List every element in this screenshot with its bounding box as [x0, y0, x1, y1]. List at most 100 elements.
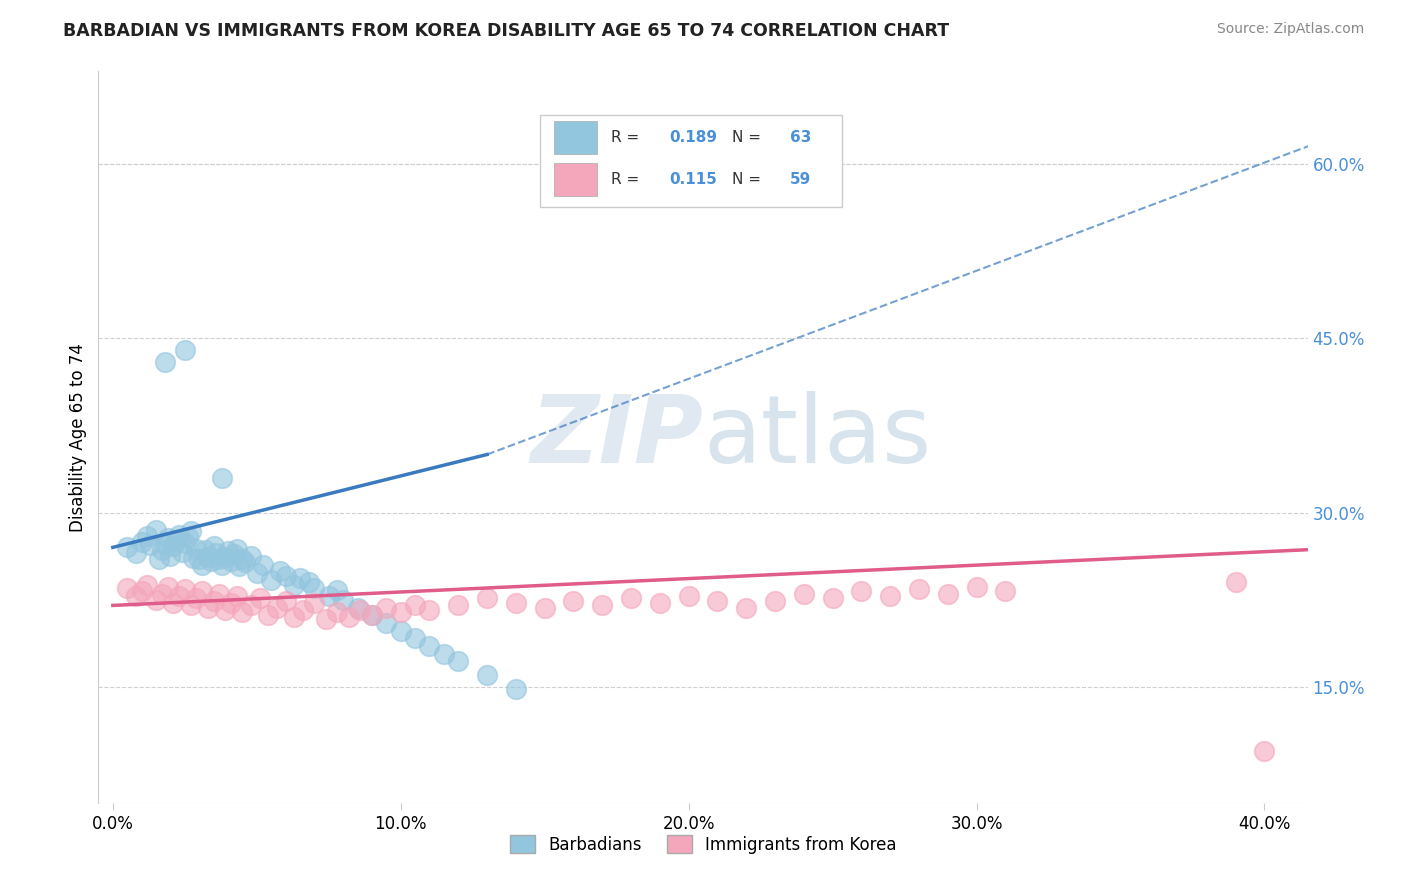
- Point: [793, 587, 815, 601]
- Text: 59: 59: [790, 172, 811, 186]
- Point: [208, 552, 231, 566]
- Text: N =: N =: [733, 129, 766, 145]
- Point: [202, 539, 225, 553]
- Point: [648, 596, 671, 610]
- Point: [214, 603, 236, 617]
- Point: [879, 589, 901, 603]
- Point: [274, 594, 297, 608]
- Point: [326, 606, 349, 620]
- Legend: Barbadians, Immigrants from Korea: Barbadians, Immigrants from Korea: [503, 829, 903, 860]
- Point: [197, 549, 219, 564]
- Point: [231, 552, 253, 566]
- Point: [418, 639, 440, 653]
- FancyBboxPatch shape: [540, 115, 842, 207]
- FancyBboxPatch shape: [554, 163, 596, 195]
- Point: [418, 603, 440, 617]
- Point: [475, 591, 498, 606]
- Point: [337, 610, 360, 624]
- Point: [167, 589, 190, 603]
- Point: [283, 610, 305, 624]
- Point: [211, 471, 233, 485]
- Point: [375, 600, 398, 615]
- Point: [150, 587, 173, 601]
- Point: [318, 589, 340, 603]
- Point: [1225, 575, 1247, 590]
- Point: [966, 580, 988, 594]
- Point: [994, 584, 1017, 599]
- Point: [304, 581, 326, 595]
- Point: [620, 591, 643, 606]
- Point: [208, 587, 231, 601]
- Point: [222, 547, 245, 561]
- Point: [145, 592, 167, 607]
- Point: [173, 343, 195, 357]
- Point: [225, 589, 247, 603]
- Text: R =: R =: [612, 172, 644, 186]
- Point: [326, 583, 349, 598]
- Point: [139, 538, 162, 552]
- Point: [153, 354, 176, 368]
- Point: [851, 584, 873, 599]
- Point: [214, 549, 236, 564]
- Point: [202, 594, 225, 608]
- Point: [283, 577, 305, 591]
- Point: [156, 580, 179, 594]
- Point: [304, 596, 326, 610]
- Point: [156, 531, 179, 545]
- Point: [505, 681, 527, 696]
- Point: [153, 537, 176, 551]
- Text: Source: ZipAtlas.com: Source: ZipAtlas.com: [1216, 22, 1364, 37]
- Point: [186, 591, 208, 606]
- Point: [217, 544, 239, 558]
- Point: [763, 594, 786, 608]
- Point: [260, 573, 283, 587]
- Point: [447, 654, 470, 668]
- Point: [183, 550, 205, 565]
- Point: [162, 539, 184, 553]
- Point: [136, 529, 159, 543]
- Point: [150, 542, 173, 557]
- Point: [125, 589, 148, 603]
- Point: [145, 523, 167, 537]
- Point: [167, 527, 190, 541]
- Point: [332, 592, 354, 607]
- Point: [1253, 743, 1275, 757]
- Point: [404, 599, 426, 613]
- Point: [475, 668, 498, 682]
- Text: 0.189: 0.189: [669, 129, 717, 145]
- Point: [291, 603, 314, 617]
- Text: R =: R =: [612, 129, 644, 145]
- Point: [821, 591, 844, 606]
- Point: [131, 584, 153, 599]
- Point: [191, 584, 214, 599]
- Point: [389, 606, 412, 620]
- Point: [131, 534, 153, 549]
- Point: [252, 558, 274, 572]
- Point: [257, 607, 280, 622]
- Point: [533, 600, 555, 615]
- Point: [165, 533, 187, 548]
- Point: [361, 607, 384, 622]
- Point: [148, 552, 170, 566]
- Point: [191, 558, 214, 572]
- Point: [433, 647, 456, 661]
- Point: [361, 607, 384, 622]
- Point: [228, 558, 250, 573]
- Point: [249, 591, 271, 606]
- Point: [125, 546, 148, 560]
- Point: [173, 582, 195, 597]
- Point: [936, 587, 959, 601]
- Text: ZIP: ZIP: [530, 391, 703, 483]
- Point: [115, 541, 138, 555]
- Y-axis label: Disability Age 65 to 74: Disability Age 65 to 74: [69, 343, 87, 532]
- Point: [591, 599, 613, 613]
- Point: [269, 564, 291, 578]
- Point: [246, 566, 269, 580]
- Point: [349, 603, 371, 617]
- Point: [562, 594, 585, 608]
- Point: [186, 541, 208, 556]
- Point: [735, 600, 758, 615]
- Point: [505, 596, 527, 610]
- Point: [389, 624, 412, 638]
- Point: [240, 549, 263, 563]
